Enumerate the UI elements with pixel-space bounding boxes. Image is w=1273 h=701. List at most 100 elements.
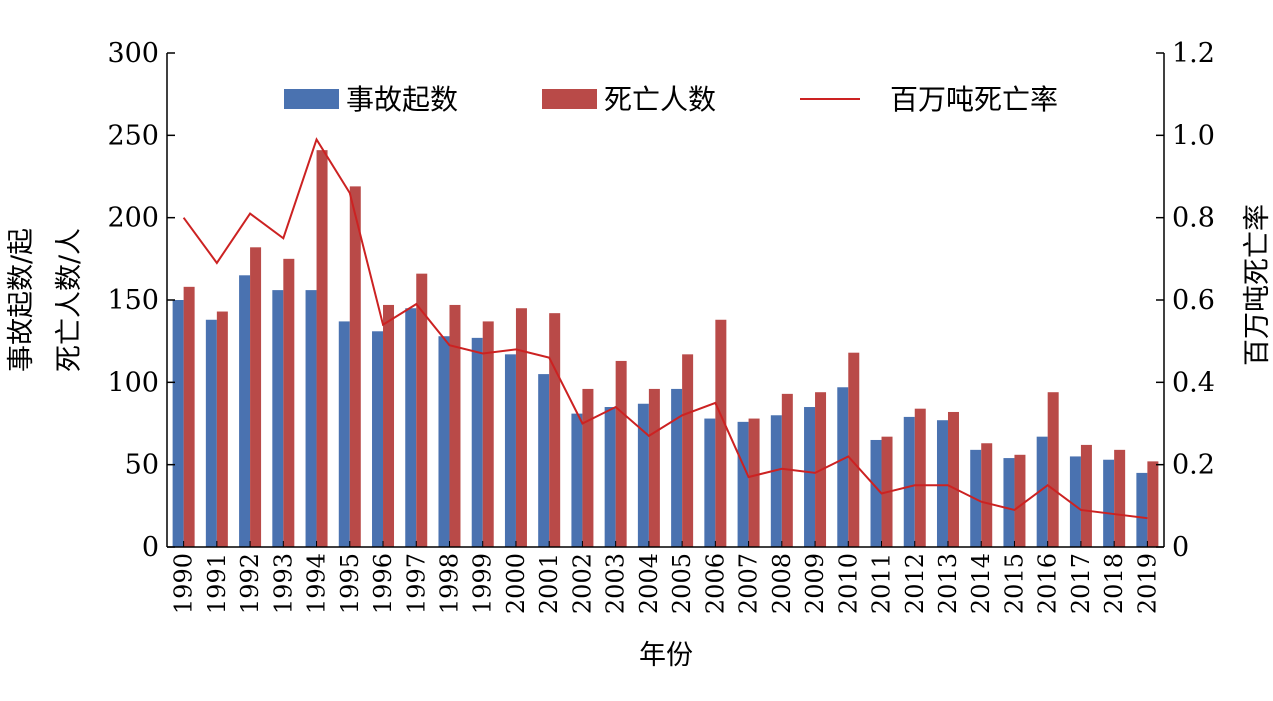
bar-accidents-1998 bbox=[438, 336, 450, 547]
bars-layer bbox=[172, 150, 1159, 547]
bar-deaths-2015 bbox=[1014, 454, 1026, 547]
bar-deaths-1991 bbox=[216, 311, 228, 547]
x-axis-title: 年份 bbox=[639, 640, 693, 671]
bar-deaths-1995 bbox=[349, 186, 361, 547]
x-tick-label: 2004 bbox=[635, 553, 663, 614]
x-tick-label: 2010 bbox=[834, 553, 862, 614]
x-tick-label: 1995 bbox=[336, 553, 364, 614]
bar-accidents-1993 bbox=[272, 290, 284, 547]
bar-deaths-1992 bbox=[250, 247, 262, 547]
axes-layer: 0 50 100 150 200 250 300 0 0.2 0.4 0.6 0.8 1.0 1.2 199… bbox=[107, 38, 1215, 614]
y-right-tick-label: 0 bbox=[1172, 532, 1189, 563]
x-tick-label: 2001 bbox=[535, 553, 563, 614]
x-tick-label: 2012 bbox=[901, 553, 929, 614]
y-left-tick-label: 0 bbox=[142, 532, 159, 563]
x-tick-label: 2013 bbox=[934, 553, 962, 614]
bar-deaths-1998 bbox=[449, 304, 461, 547]
y-right-tick-label: 1.0 bbox=[1172, 120, 1215, 151]
bar-accidents-1990 bbox=[172, 300, 184, 547]
y-left-tick-label: 300 bbox=[107, 38, 159, 69]
bar-accidents-1995 bbox=[338, 321, 350, 547]
bar-accidents-2008 bbox=[770, 415, 782, 547]
bar-deaths-2018 bbox=[1114, 449, 1126, 547]
x-tick-label: 1993 bbox=[269, 553, 297, 614]
y-right-tick-label: 0.6 bbox=[1172, 285, 1215, 316]
y-right-tick-label: 0.8 bbox=[1172, 203, 1215, 234]
bar-accidents-2002 bbox=[571, 413, 583, 547]
legend-label-accidents: 事故起数 bbox=[346, 83, 458, 116]
bar-accidents-2003 bbox=[604, 407, 616, 547]
bar-accidents-1992 bbox=[239, 275, 251, 547]
bar-deaths-2005 bbox=[682, 354, 694, 547]
bar-deaths-2000 bbox=[515, 308, 527, 547]
bar-accidents-2011 bbox=[870, 439, 882, 547]
bar-accidents-1991 bbox=[205, 319, 217, 547]
bar-deaths-2006 bbox=[715, 319, 727, 547]
x-tick-label: 2000 bbox=[502, 553, 530, 614]
x-tick-label: 1994 bbox=[303, 553, 331, 614]
y-axis-left-title-line2: 死亡人数/人 bbox=[54, 228, 85, 372]
legend-swatch-deaths bbox=[542, 89, 597, 109]
bar-deaths-1990 bbox=[183, 286, 195, 547]
bar-accidents-2004 bbox=[637, 403, 649, 547]
legend: 事故起数 死亡人数 百万吨死亡率 bbox=[284, 83, 1058, 116]
x-tick-label: 2016 bbox=[1034, 553, 1062, 614]
y-right-tick-label: 0.4 bbox=[1172, 367, 1215, 398]
bar-accidents-2010 bbox=[837, 387, 849, 547]
bar-deaths-1993 bbox=[283, 258, 295, 547]
bar-accidents-2015 bbox=[1003, 458, 1015, 547]
bar-deaths-2001 bbox=[549, 313, 561, 547]
x-tick-label: 2003 bbox=[602, 553, 630, 614]
bar-accidents-2018 bbox=[1103, 459, 1115, 547]
y-left-tick-label: 250 bbox=[107, 120, 159, 151]
y-left-tick-label: 200 bbox=[107, 203, 159, 234]
x-tick-label: 2015 bbox=[1000, 553, 1028, 614]
y-axis-right-title: 百万吨死亡率 bbox=[1242, 204, 1273, 366]
legend-swatch-accidents bbox=[284, 89, 339, 109]
x-tick-label: 2005 bbox=[668, 553, 696, 614]
x-tick-label: 2006 bbox=[701, 553, 729, 614]
x-tick-label: 2014 bbox=[967, 553, 995, 614]
y-left-tick-label: 50 bbox=[125, 450, 159, 481]
bar-deaths-2010 bbox=[848, 352, 860, 547]
bar-accidents-1999 bbox=[471, 337, 483, 547]
x-tick-label: 2007 bbox=[735, 553, 763, 614]
bar-deaths-2003 bbox=[615, 360, 627, 547]
y-left-tick-label: 150 bbox=[107, 285, 159, 316]
x-tick-label: 1997 bbox=[402, 553, 430, 614]
y-right-tick-label: 0.2 bbox=[1172, 450, 1215, 481]
bar-accidents-1996 bbox=[372, 331, 384, 547]
x-tick-label: 1998 bbox=[435, 553, 463, 614]
bar-deaths-1994 bbox=[316, 150, 328, 547]
bar-deaths-2016 bbox=[1047, 392, 1059, 547]
legend-label-deaths: 死亡人数 bbox=[604, 83, 716, 116]
x-tick-label: 2008 bbox=[768, 553, 796, 614]
line-mortality-rate bbox=[182, 137, 1148, 520]
x-tick-label: 1996 bbox=[369, 553, 397, 614]
bar-accidents-2006 bbox=[704, 418, 716, 547]
bar-accidents-2005 bbox=[671, 388, 683, 547]
bar-accidents-1997 bbox=[405, 308, 417, 547]
bar-deaths-2014 bbox=[981, 443, 993, 547]
bar-deaths-2012 bbox=[914, 408, 926, 547]
x-tick-label: 2019 bbox=[1133, 553, 1161, 614]
bar-deaths-1996 bbox=[383, 304, 395, 547]
x-tick-label: 1999 bbox=[469, 553, 497, 614]
legend-label-rate: 百万吨死亡率 bbox=[890, 83, 1058, 116]
bar-accidents-2009 bbox=[804, 407, 816, 547]
bar-deaths-2017 bbox=[1080, 444, 1092, 547]
bar-deaths-2019 bbox=[1147, 461, 1159, 547]
x-tick-label: 2011 bbox=[868, 553, 896, 614]
y-left-tick-label: 100 bbox=[107, 367, 159, 398]
x-tick-label: 2018 bbox=[1100, 553, 1128, 614]
bar-deaths-1997 bbox=[416, 273, 428, 547]
bar-deaths-1999 bbox=[482, 321, 494, 547]
bar-deaths-2004 bbox=[648, 388, 660, 547]
bar-accidents-2001 bbox=[538, 374, 550, 547]
bar-accidents-2017 bbox=[1069, 456, 1081, 547]
x-tick-label: 2017 bbox=[1067, 553, 1095, 614]
x-tick-label: 1992 bbox=[236, 553, 264, 614]
bar-accidents-2007 bbox=[737, 421, 749, 547]
line-layer bbox=[182, 137, 1148, 520]
